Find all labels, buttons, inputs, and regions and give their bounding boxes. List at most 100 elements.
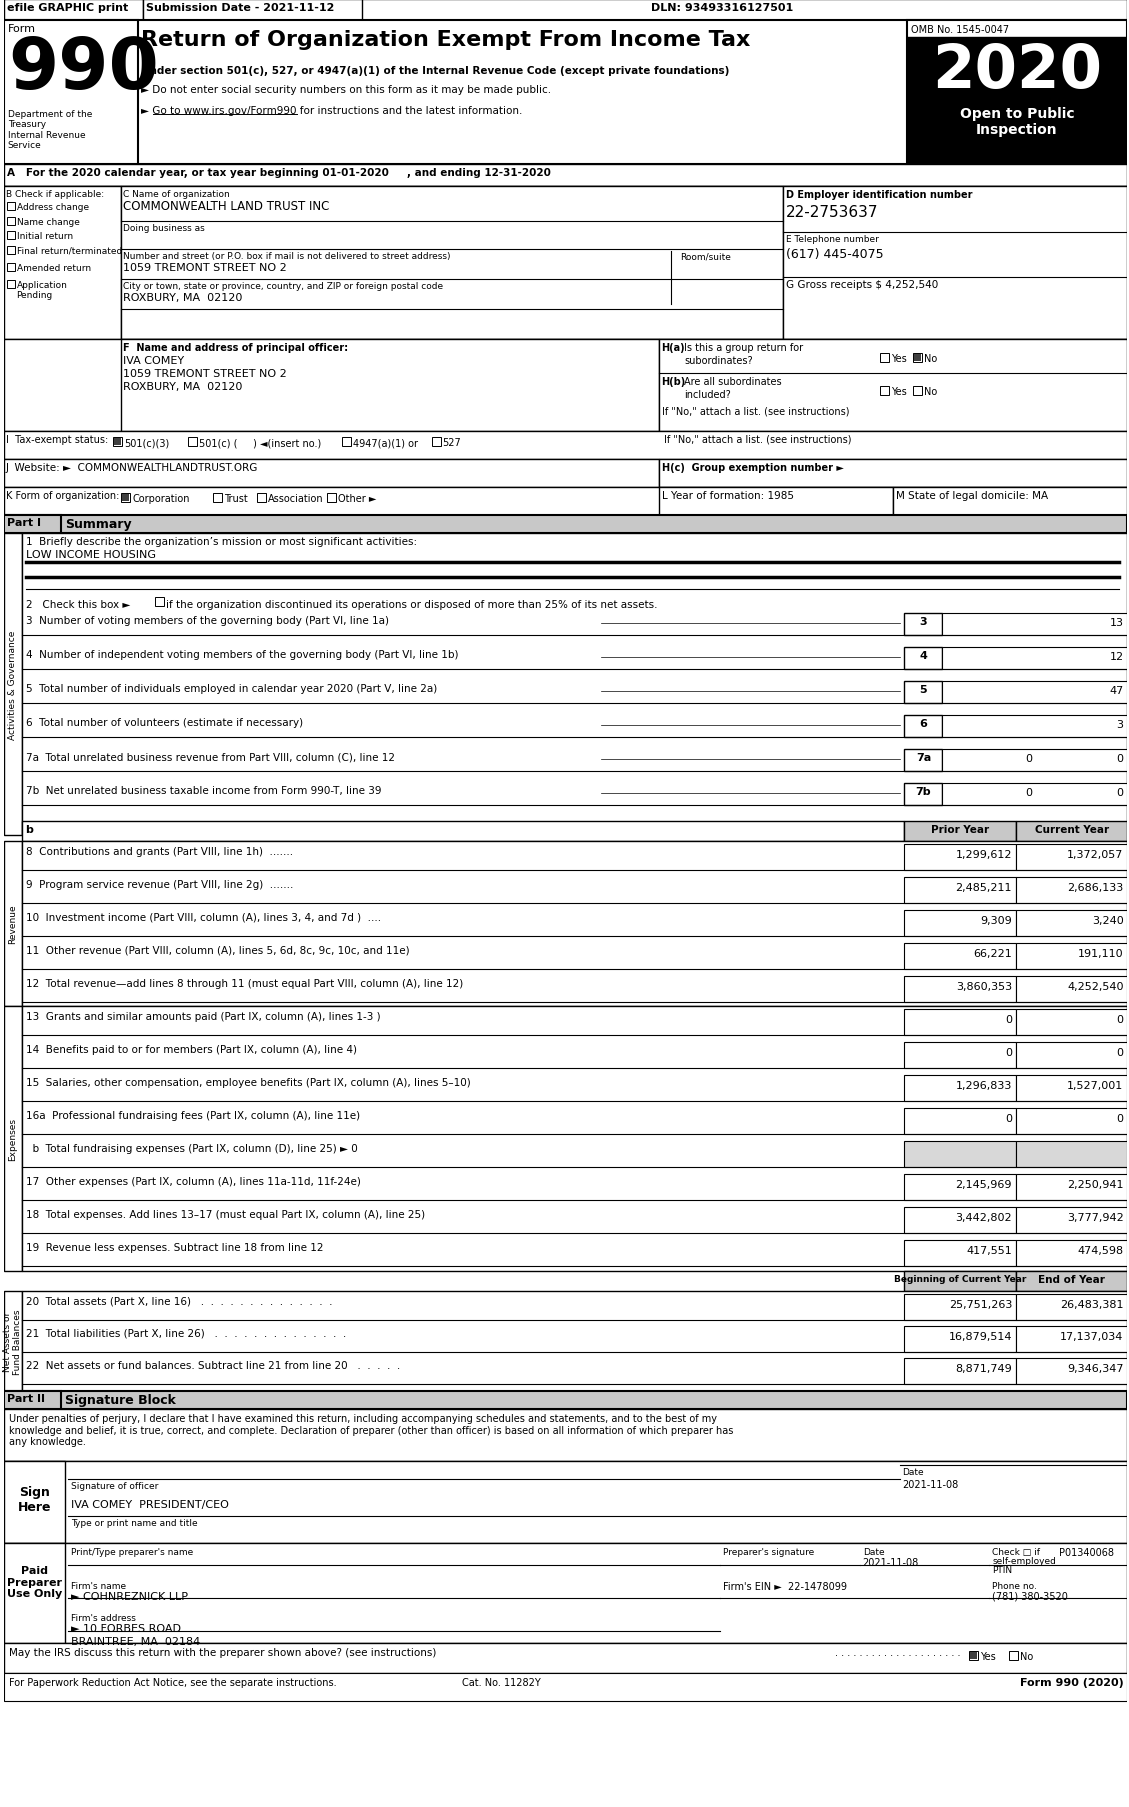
- Text: (617) 445-4075: (617) 445-4075: [786, 248, 884, 260]
- Bar: [7, 280, 15, 289]
- Text: Initial return: Initial return: [17, 231, 72, 240]
- Text: Is this a group return for: Is this a group return for: [684, 343, 804, 352]
- Text: 3,240: 3,240: [1092, 916, 1123, 925]
- Text: if the organization discontinued its operations or disposed of more than 25% of : if the organization discontinued its ope…: [166, 600, 657, 609]
- Bar: [904, 1142, 1016, 1167]
- Bar: [908, 96, 1128, 164]
- Text: 19  Revenue less expenses. Subtract line 18 from line 12: 19 Revenue less expenses. Subtract line …: [26, 1243, 323, 1252]
- Text: Under penalties of perjury, I declare that I have examined this return, includin: Under penalties of perjury, I declare th…: [9, 1413, 733, 1446]
- Text: b: b: [26, 824, 34, 835]
- Bar: [904, 976, 1016, 1003]
- Text: 417,551: 417,551: [966, 1245, 1012, 1256]
- Text: Sign
Here: Sign Here: [18, 1485, 51, 1512]
- Text: Name change: Name change: [17, 219, 79, 228]
- Text: 7a: 7a: [916, 752, 931, 763]
- Bar: [943, 716, 1128, 737]
- Bar: [943, 614, 1128, 636]
- Bar: [1009, 1652, 1018, 1661]
- Text: 3: 3: [1117, 719, 1123, 730]
- Bar: [658, 340, 1128, 432]
- Text: 0: 0: [1117, 788, 1123, 797]
- Bar: [121, 340, 658, 432]
- Text: Final return/terminated: Final return/terminated: [17, 248, 122, 257]
- Bar: [3, 488, 1128, 515]
- Bar: [904, 1240, 1016, 1267]
- Text: . . . . . . . . . . . . . . . . . . . . .: . . . . . . . . . . . . . . . . . . . . …: [834, 1648, 961, 1657]
- Text: Return of Organization Exempt From Income Tax: Return of Organization Exempt From Incom…: [141, 31, 751, 51]
- Text: Print/Type preparer's name: Print/Type preparer's name: [71, 1547, 193, 1556]
- Text: 4  Number of independent voting members of the governing body (Part VI, line 1b): 4 Number of independent voting members o…: [26, 651, 458, 660]
- Text: 9,346,347: 9,346,347: [1067, 1362, 1123, 1373]
- Text: 0: 0: [1025, 788, 1032, 797]
- Text: Date: Date: [863, 1547, 884, 1556]
- Bar: [904, 1359, 1016, 1384]
- Text: 22-2753637: 22-2753637: [786, 204, 878, 220]
- Bar: [3, 842, 21, 1006]
- Bar: [1016, 1175, 1128, 1200]
- Bar: [3, 459, 658, 488]
- Text: 1,299,612: 1,299,612: [955, 849, 1012, 860]
- Bar: [1016, 1272, 1128, 1292]
- Text: Phone no.: Phone no.: [992, 1581, 1036, 1590]
- Bar: [187, 437, 196, 446]
- Text: Signature of officer: Signature of officer: [71, 1482, 159, 1491]
- Text: Expenses: Expenses: [8, 1117, 17, 1160]
- Text: 501(c)(3): 501(c)(3): [124, 437, 169, 448]
- Text: 2021-11-08: 2021-11-08: [863, 1558, 919, 1567]
- Text: 9,309: 9,309: [980, 916, 1012, 925]
- Bar: [913, 354, 922, 363]
- Bar: [3, 1543, 1128, 1643]
- Bar: [3, 1391, 61, 1409]
- Text: Activities & Governance: Activities & Governance: [8, 631, 17, 739]
- Text: Beginning of Current Year: Beginning of Current Year: [894, 1274, 1026, 1283]
- Text: 13: 13: [1110, 618, 1123, 627]
- Bar: [3, 186, 1128, 340]
- Bar: [904, 1294, 1016, 1321]
- Bar: [904, 943, 1016, 970]
- Bar: [7, 231, 15, 240]
- Bar: [904, 1272, 1016, 1292]
- Bar: [1016, 1294, 1128, 1321]
- Bar: [1016, 943, 1128, 970]
- Bar: [1016, 911, 1128, 936]
- Bar: [1016, 1240, 1128, 1267]
- Text: 3,442,802: 3,442,802: [955, 1212, 1012, 1222]
- Text: Doing business as: Doing business as: [123, 224, 204, 233]
- Bar: [904, 911, 1016, 936]
- Text: subordinates?: subordinates?: [684, 356, 753, 365]
- Text: 2020: 2020: [931, 42, 1102, 101]
- Text: 1,296,833: 1,296,833: [955, 1081, 1012, 1090]
- Text: 0: 0: [1117, 754, 1123, 764]
- Text: D Employer identification number: D Employer identification number: [786, 190, 972, 201]
- Bar: [3, 515, 61, 533]
- Bar: [3, 1462, 65, 1543]
- Text: 474,598: 474,598: [1077, 1245, 1123, 1256]
- Text: Address change: Address change: [17, 202, 89, 211]
- Bar: [908, 22, 1128, 164]
- Text: 0: 0: [1005, 1048, 1012, 1057]
- Text: 8,871,749: 8,871,749: [955, 1362, 1012, 1373]
- Text: Form 990 (2020): Form 990 (2020): [1019, 1677, 1123, 1688]
- Text: 17,137,034: 17,137,034: [1060, 1332, 1123, 1341]
- Bar: [943, 681, 1128, 703]
- Text: 527: 527: [443, 437, 462, 448]
- Bar: [904, 647, 943, 670]
- Bar: [3, 1673, 1128, 1700]
- Bar: [904, 750, 943, 772]
- Text: A   For the 2020 calendar year, or tax year beginning 01-01-2020     , and endin: A For the 2020 calendar year, or tax yea…: [7, 168, 551, 177]
- Bar: [121, 186, 784, 340]
- Text: Trust: Trust: [224, 493, 247, 504]
- Text: F  Name and address of principal officer:: F Name and address of principal officer:: [123, 343, 348, 352]
- Bar: [3, 515, 1128, 533]
- Text: Association: Association: [269, 493, 324, 504]
- Bar: [3, 1543, 65, 1643]
- Bar: [21, 822, 904, 842]
- Text: City or town, state or province, country, and ZIP or foreign postal code: City or town, state or province, country…: [123, 282, 444, 291]
- Bar: [904, 614, 943, 636]
- Bar: [658, 488, 893, 515]
- Text: For Paperwork Reduction Act Notice, see the separate instructions.: For Paperwork Reduction Act Notice, see …: [9, 1677, 336, 1688]
- Bar: [7, 264, 15, 271]
- Text: OMB No. 1545-0047: OMB No. 1545-0047: [911, 25, 1009, 34]
- Text: 14  Benefits paid to or for members (Part IX, column (A), line 4): 14 Benefits paid to or for members (Part…: [26, 1044, 357, 1055]
- Bar: [1016, 1326, 1128, 1352]
